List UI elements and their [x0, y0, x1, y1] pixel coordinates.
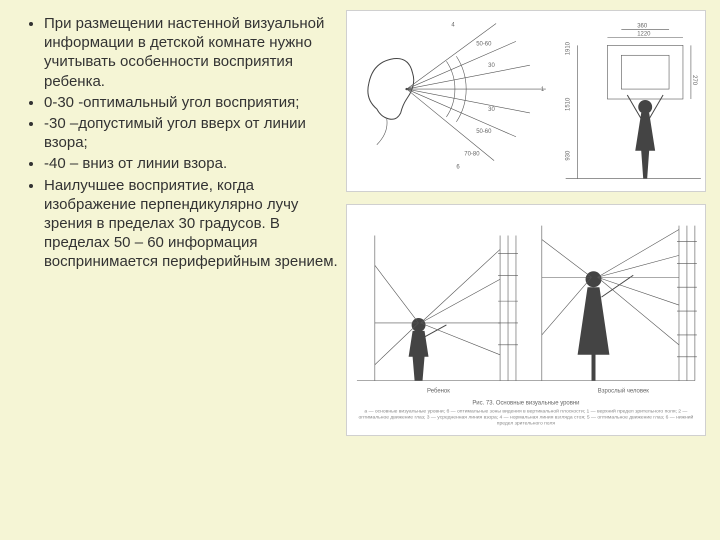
slide-root: При размещении настенной визуальной инфо… [0, 0, 720, 540]
figure-vision-angles: 50-60 30 30 50-60 70-80 4 1 6 [346, 10, 706, 192]
svg-text:6: 6 [456, 165, 460, 171]
svg-text:270: 270 [691, 75, 697, 86]
bullet-list: При размещении настенной визуальной инфо… [14, 14, 346, 271]
list-item: Наилучшее восприятие, когда изображение … [44, 176, 346, 272]
list-item: При размещении настенной визуальной инфо… [44, 14, 346, 91]
text-column: При размещении настенной визуальной инфо… [14, 10, 346, 530]
figure-legend: а — основные визуальные уровни; б — опти… [357, 408, 695, 426]
svg-text:1510: 1510 [566, 97, 572, 111]
list-item: -40 – вниз от линии взора. [44, 154, 346, 173]
figure-caption: Рис. 73. Основные визуальные уровни [472, 400, 579, 406]
svg-text:4: 4 [452, 22, 456, 28]
angle-label: 70-80 [464, 152, 480, 158]
angle-label: 50-60 [476, 41, 492, 47]
angle-label: 30 [488, 63, 495, 69]
dim-label: 1220 [637, 31, 651, 37]
figure-label-adult: Взрослый человек [598, 388, 650, 395]
angle-label: 30 [488, 107, 495, 113]
svg-text:1910: 1910 [566, 41, 572, 55]
figure-sight-levels: Ребенок [346, 204, 706, 436]
angle-label: 50-60 [476, 129, 492, 135]
list-item: -30 –допустимый угол вверх от линии взор… [44, 114, 346, 152]
svg-text:1: 1 [541, 87, 545, 93]
list-item: 0-30 -оптимальный угол восприятия; [44, 93, 346, 112]
svg-text:930: 930 [566, 150, 572, 161]
figure-label-child: Ребенок [427, 389, 450, 395]
figure-column: 50-60 30 30 50-60 70-80 4 1 6 [346, 10, 706, 530]
dim-label: 360 [637, 23, 648, 29]
